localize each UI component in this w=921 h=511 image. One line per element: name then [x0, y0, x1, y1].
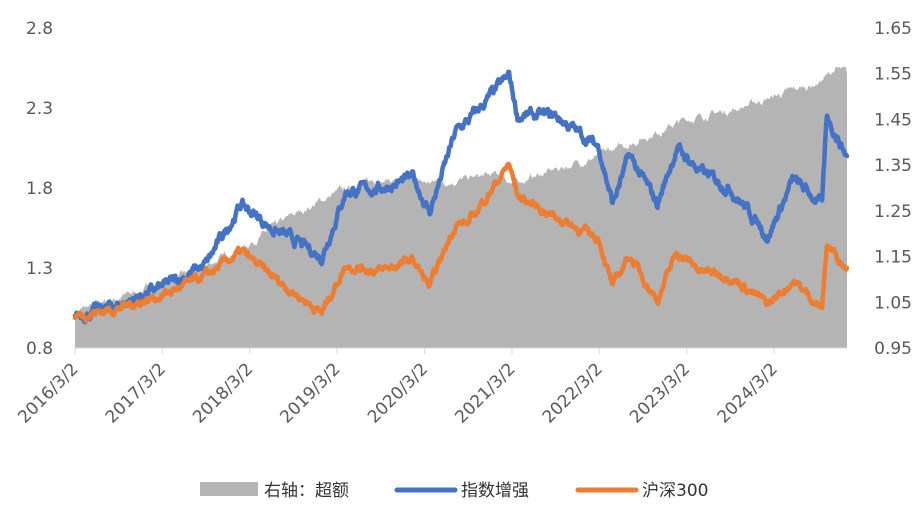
left-y-tick-label: 2.8	[26, 19, 53, 39]
legend-swatch-excess	[200, 482, 258, 496]
right-y-tick-label: 1.25	[874, 202, 912, 222]
x-tick-label: 2018/3/2	[189, 359, 257, 427]
x-tick-label: 2020/3/2	[364, 359, 432, 427]
left-y-tick-label: 1.8	[26, 179, 53, 199]
x-tick-label: 2017/3/2	[102, 359, 170, 427]
right-y-tick-label: 1.15	[874, 248, 912, 268]
x-tick-label: 2019/3/2	[276, 359, 344, 427]
right-y-tick-label: 1.05	[874, 293, 912, 313]
legend-label: 沪深300	[642, 481, 708, 501]
line-series-csi300	[72, 161, 850, 324]
axis-layer	[74, 347, 847, 354]
left-y-tick-label: 2.3	[26, 99, 53, 119]
right-y-tick-label: 0.95	[874, 339, 912, 359]
legend-label: 指数增强	[461, 481, 529, 501]
x-tick-label: 2021/3/2	[451, 359, 519, 427]
legend: 右轴：超额 指数增强 沪深300	[200, 481, 708, 501]
line-layer	[72, 69, 850, 325]
right-y-tick-label: 1.65	[874, 19, 912, 39]
x-tick-label: 2016/3/2	[14, 359, 82, 427]
right-y-tick-label: 1.55	[874, 65, 912, 85]
right-y-tick-label: 1.35	[874, 156, 912, 176]
left-y-tick-label: 1.3	[26, 259, 53, 279]
left-y-tick-label: 0.8	[26, 339, 53, 359]
right-y-tick-label: 1.45	[874, 110, 912, 130]
area-layer	[75, 66, 847, 349]
legend-label: 右轴：超额	[264, 481, 349, 501]
x-tick-label: 2023/3/2	[626, 359, 694, 427]
line-series-index-enhanced	[72, 69, 850, 325]
area-series-excess	[75, 66, 847, 349]
x-tick-label: 2022/3/2	[539, 359, 607, 427]
x-tick-label: 2024/3/2	[714, 359, 782, 427]
